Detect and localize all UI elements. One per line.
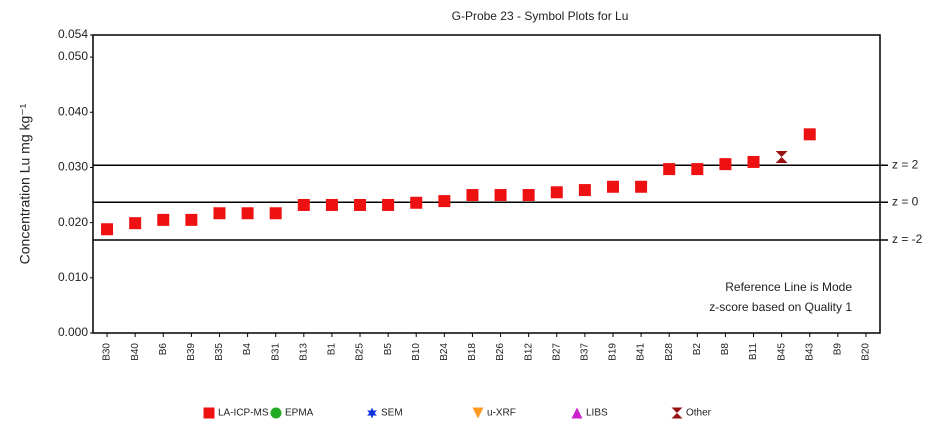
x-tick-label: B8 [720,343,731,356]
legend-label: LIBS [586,408,608,419]
annotation: Reference Line is Mode [725,280,852,294]
marker [297,198,310,211]
x-tick-label: B12 [523,343,534,361]
x-tick-label: B2 [692,343,703,356]
marker [101,223,114,236]
marker [578,184,591,197]
x-tick-label: B25 [355,343,366,361]
legend-label: EPMA [285,408,314,419]
marker [129,217,142,230]
chart-title: G-Probe 23 - Symbol Plots for Lu [452,9,629,23]
x-tick-label: B31 [270,343,281,361]
x-tick-label: B20 [861,343,872,361]
marker [550,186,563,199]
x-tick-label: B28 [664,343,675,361]
legend-label: LA-ICP-MS [218,408,269,419]
x-tick-label: B19 [608,343,619,361]
x-tick-label: B1 [327,343,338,356]
legend-marker [472,407,484,419]
legend-label: u-XRF [487,408,516,419]
x-tick-label: B45 [776,343,787,361]
x-tick-label: B11 [748,343,759,360]
x-tick-label: B30 [102,343,113,361]
marker [213,207,226,220]
reference-label: z = 0 [892,194,919,208]
x-tick-label: B13 [298,343,309,361]
legend-marker [671,407,683,419]
legend-marker [571,407,583,419]
marker [522,189,535,202]
legend-marker [367,407,377,419]
y-tick-label: 0.054 [58,27,88,41]
plot-frame [92,34,881,334]
marker [747,155,760,168]
annotation: z-score based on Quality 1 [709,300,852,314]
marker [185,213,198,226]
legend-label: SEM [381,408,403,419]
y-tick-label: 0.030 [58,160,88,174]
x-tick-label: B43 [804,343,815,361]
x-tick-label: B9 [832,343,843,356]
marker [606,180,619,193]
marker [269,207,282,220]
x-tick-label: B41 [636,343,647,361]
marker [494,189,507,202]
marker [438,195,451,208]
x-tick-label: B10 [411,343,422,361]
marker [410,196,423,209]
y-axis-label: Concentration Lu mg kg⁻¹ [17,103,33,264]
marker [157,213,170,226]
x-tick-label: B35 [214,343,225,361]
marker [803,128,816,141]
x-tick-label: B27 [551,343,562,361]
x-tick-label: B6 [158,343,169,356]
reference-label: z = 2 [892,157,919,171]
y-tick-label: 0.000 [58,325,88,339]
y-tick-label: 0.020 [58,215,88,229]
x-tick-label: B4 [242,343,253,356]
legend-marker [203,407,215,419]
marker [635,180,648,193]
x-tick-label: B37 [580,343,591,361]
marker [466,189,479,202]
x-tick-label: B5 [383,343,394,356]
reference-label: z = -2 [892,232,923,246]
marker [663,163,676,176]
y-tick-label: 0.010 [58,270,88,284]
marker [719,158,732,171]
x-tick-label: B39 [186,343,197,361]
legend-marker [270,407,282,419]
x-tick-label: B18 [467,343,478,361]
y-tick-label: 0.050 [58,49,88,63]
legend-label: Other [686,408,712,419]
marker [241,207,254,220]
marker [382,198,395,211]
x-tick-label: B24 [439,343,450,361]
marker [691,163,704,176]
marker [775,150,788,163]
marker [325,198,338,211]
marker [354,198,367,211]
x-tick-label: B26 [495,343,506,361]
y-tick-label: 0.040 [58,104,88,118]
x-tick-label: B40 [130,343,141,361]
